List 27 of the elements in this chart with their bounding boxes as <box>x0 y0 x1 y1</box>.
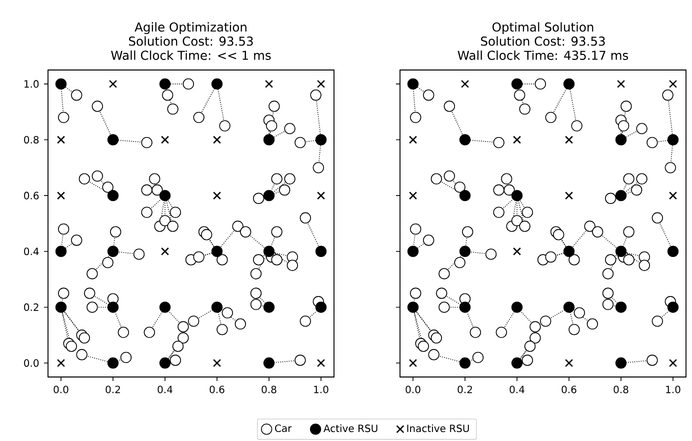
chart-title: Agile Optimization <box>134 22 246 34</box>
x-tick-label: 0.2 <box>106 386 120 394</box>
legend-label: Inactive RSU <box>407 424 469 432</box>
x-tick-label: 0.0 <box>406 386 420 394</box>
x-tick-label: 0.4 <box>510 386 524 394</box>
chart-title: Optimal Solution <box>492 22 594 34</box>
y-tick-label: 1.0 <box>24 80 39 88</box>
y-tick-label: 0.0 <box>24 359 39 367</box>
x-tick-label: 1.0 <box>666 386 680 394</box>
x-tick-label: 0.2 <box>458 386 472 394</box>
text: Wall Clock Time: 435.17 ms <box>458 50 628 60</box>
legend-label: Active RSU <box>323 424 378 432</box>
x-tick-label: 0.0 <box>54 386 68 394</box>
chart-subtitle: Solution Cost: 93.53 <box>129 36 253 46</box>
legend-label: Car <box>275 424 292 432</box>
x-tick-label: 0.6 <box>562 386 576 394</box>
y-tick-label: 0.2 <box>24 303 38 311</box>
text: Wall Clock Time: << 1 ms <box>111 50 271 60</box>
x-tick-label: 0.8 <box>614 386 628 394</box>
y-tick-label: 0.4 <box>24 248 39 256</box>
x-tick-label: 0.4 <box>158 386 172 394</box>
x-tick-label: 1.0 <box>314 386 328 394</box>
x-tick-label: 0.8 <box>262 386 276 394</box>
chart-subtitle: Solution Cost: 93.53 <box>481 36 605 46</box>
y-tick-label: 0.8 <box>24 136 39 144</box>
x-tick-label: 0.6 <box>210 386 224 394</box>
y-tick-label: 0.6 <box>24 192 39 200</box>
